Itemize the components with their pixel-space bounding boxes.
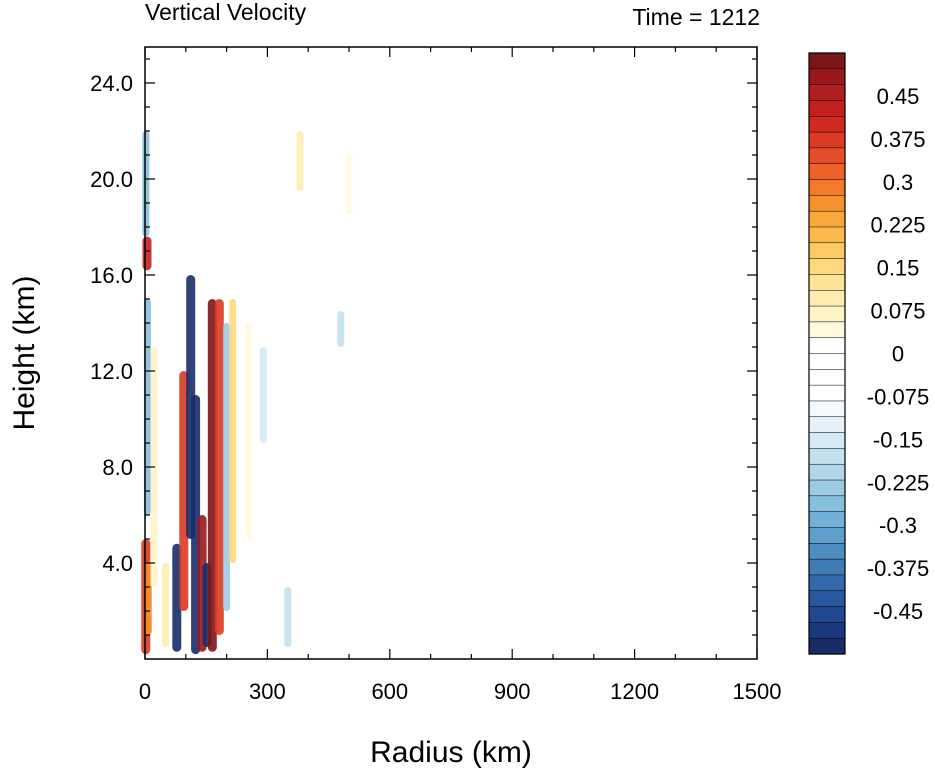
colorbar-swatch: [808, 84, 846, 101]
colorbar-swatch: [808, 116, 846, 133]
colorbar-swatch: [808, 68, 846, 86]
colorbar-swatch: [808, 479, 846, 497]
colorbar-swatch: [808, 637, 846, 655]
plot-area: 0 300 600 900 1200 1500 4.0 8.0 12.0 16.0 20.0 24.…: [90, 46, 782, 704]
colorbar-swatch: [808, 590, 846, 608]
colorbar-swatch: [808, 131, 846, 149]
colorbar-swatch: [808, 606, 846, 623]
colorbar-swatch: [808, 305, 846, 323]
heatmap-cell: [406, 419, 414, 467]
chart-subtitle: Time = 1212: [632, 4, 760, 30]
colorbar-frame: [808, 52, 846, 655]
heatmap-cell: [337, 311, 345, 347]
colorbar-swatch: [808, 574, 846, 592]
colorbar-swatch: [808, 100, 846, 117]
y-tick-label: 20.0: [90, 167, 133, 192]
heatmap-field: [141, 131, 414, 655]
colorbar-swatch: [808, 463, 846, 481]
heatmap-cell: [345, 155, 353, 215]
colorbar-swatch: [808, 163, 846, 181]
colorbar-swatch: [808, 543, 846, 560]
x-tick-label: 300: [249, 679, 286, 704]
colorbar-swatch: [808, 321, 846, 339]
colorbar-swatch: [808, 448, 846, 465]
heatmap-cell: [179, 371, 189, 611]
chart-title: Vertical Velocity: [145, 0, 307, 25]
heatmap-cell: [172, 543, 182, 652]
heatmap-cell: [296, 131, 304, 191]
y-tick-label: 8.0: [102, 455, 133, 480]
y-tick-label: 4.0: [102, 551, 133, 576]
colorbar-swatch: [808, 289, 846, 307]
colorbar-swatch: [808, 179, 846, 196]
colorbar-label: -0.15: [873, 427, 923, 452]
colorbar-swatch: [808, 400, 846, 418]
colorbar-swatch: [808, 558, 846, 576]
colorbar-swatch: [808, 258, 846, 275]
heatmap-cell: [144, 563, 152, 635]
colorbar-label: 0.3: [883, 170, 914, 195]
colorbar-swatch: [808, 495, 846, 513]
colorbar-label: -0.45: [873, 599, 923, 624]
colorbar-swatch: [808, 52, 846, 70]
y-tick-label: 24.0: [90, 71, 133, 96]
colorbar-swatch: [808, 416, 846, 434]
x-tick-label: 1200: [610, 679, 659, 704]
y-tick-label: 12.0: [90, 359, 133, 384]
colorbar-swatch: [808, 195, 846, 212]
colorbar-swatch: [808, 527, 846, 544]
x-tick-label: 0: [139, 679, 151, 704]
y-axis-ticks: 4.0 8.0 12.0 16.0 20.0 24.0: [90, 58, 757, 636]
x-axis-ticks: 0 300 600 900 1200 1500: [139, 47, 782, 704]
y-tick-label: 16.0: [90, 263, 133, 288]
colorbar-swatch: [808, 622, 846, 639]
heatmap-cell: [223, 323, 231, 611]
x-axis-label: Radius (km): [370, 736, 532, 769]
colorbar-label: -0.225: [867, 470, 929, 495]
colorbar-label: -0.3: [879, 513, 917, 538]
colorbar-swatch: [808, 147, 846, 165]
colorbar-swatch: [808, 432, 846, 449]
colorbar-swatch: [808, 337, 846, 355]
y-axis-label: Height (km): [8, 275, 41, 430]
colorbar-label: 0.15: [877, 256, 920, 281]
heatmap-cell: [214, 299, 224, 635]
x-tick-label: 600: [371, 679, 408, 704]
colorbar-swatch: [808, 274, 846, 291]
plot-frame: [144, 46, 758, 660]
colorbar-label: 0.45: [877, 84, 920, 109]
heatmap-cell: [229, 299, 237, 563]
colorbar-swatch: [808, 210, 846, 228]
x-tick-label: 1500: [733, 679, 782, 704]
heatmap-cell: [259, 347, 267, 443]
colorbar-label: -0.075: [867, 384, 929, 409]
heatmap-cell: [245, 323, 253, 539]
colorbar-swatch: [808, 384, 846, 402]
heatmap-cell: [284, 587, 292, 647]
colorbar-label: -0.375: [867, 556, 929, 581]
colorbar-swatch: [808, 226, 846, 244]
colorbar-label: 0.225: [870, 213, 925, 238]
heatmap-cell: [142, 131, 150, 237]
colorbar-label: 0.375: [870, 127, 925, 152]
colorbar-swatch: [808, 369, 846, 386]
heatmap-cell: [161, 563, 169, 647]
heatmap-cell: [207, 299, 217, 652]
colorbar-swatch: [808, 242, 846, 260]
heatmap-cell: [142, 236, 152, 271]
colorbar-swatch: [808, 511, 846, 529]
colorbar: 0.45 0.375 0.3 0.225 0.15 0.075 0 -0.075 -0.15 -0…: [808, 52, 929, 655]
colorbar-swatch: [808, 353, 846, 370]
x-tick-label: 900: [494, 679, 531, 704]
colorbar-label: 0: [892, 342, 904, 367]
heatmap-cell: [312, 623, 320, 652]
colorbar-label: 0.075: [870, 299, 925, 324]
